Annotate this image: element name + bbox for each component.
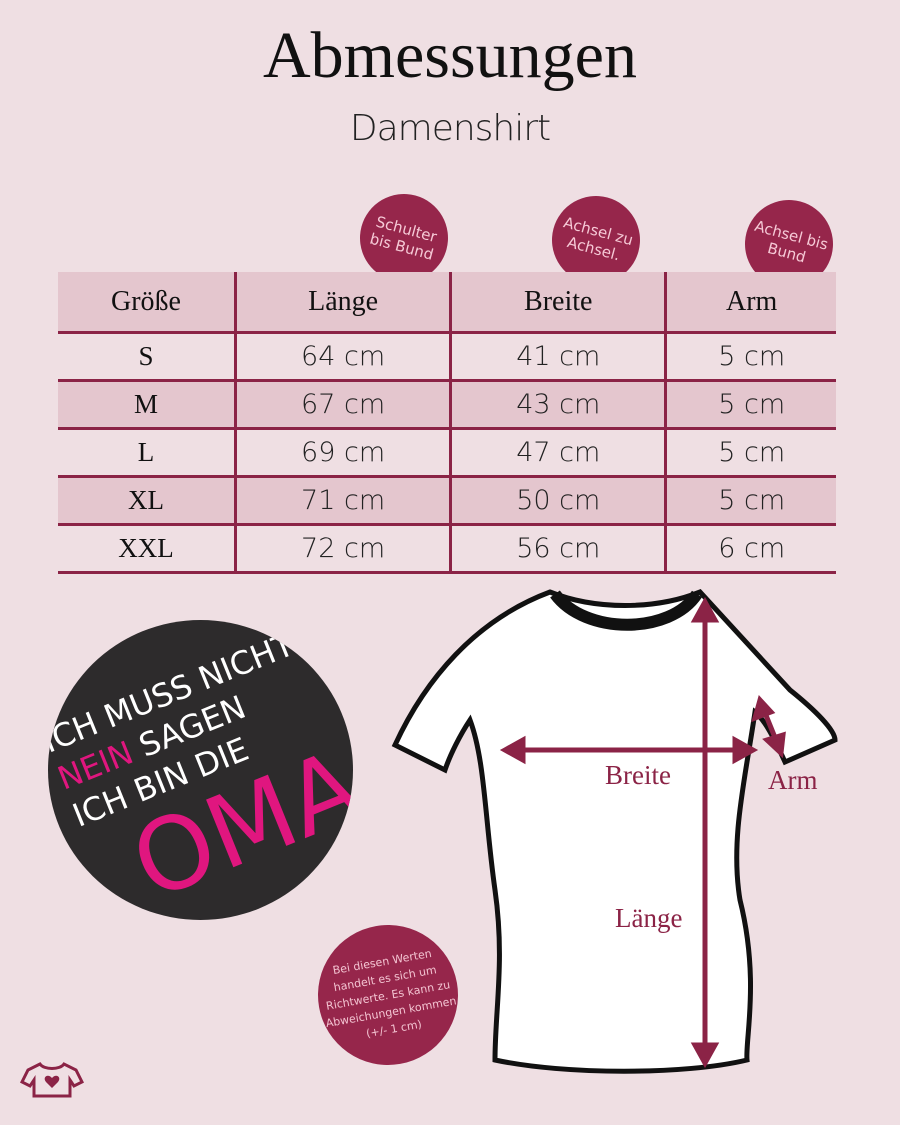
cell: 5 cm: [664, 428, 836, 478]
cell: 5 cm: [664, 476, 836, 526]
table-row: L 69 cm 47 cm 5 cm: [58, 428, 836, 478]
cell: M: [58, 380, 236, 430]
cell: 47 cm: [449, 428, 666, 478]
cell: 69 cm: [233, 428, 451, 478]
cell: 64 cm: [233, 332, 451, 382]
table-row: S 64 cm 41 cm 5 cm: [58, 332, 836, 382]
table-row: M 67 cm 43 cm 5 cm: [58, 380, 836, 430]
breite-label: Breite: [605, 760, 671, 790]
size-table: Größe Länge Breite Arm S 64 cm 41 cm 5 cm M…: [58, 272, 836, 574]
cell: S: [58, 332, 236, 382]
col-width: Breite: [449, 272, 666, 334]
cell: 43 cm: [449, 380, 666, 430]
cell: 50 cm: [449, 476, 666, 526]
design-preview: ICH MUSS NICHT NEIN SAGEN ICH BIN DIE OM…: [48, 620, 353, 920]
tshirt-outline: [391, 589, 838, 1074]
page-title: Abmessungen: [263, 19, 637, 92]
cell: 5 cm: [664, 332, 836, 382]
design-text-stack: ICH MUSS NICHT NEIN SAGEN ICH BIN DIE OM…: [48, 620, 353, 920]
laenge-label: Länge: [615, 903, 683, 933]
col-arm: Arm: [664, 272, 836, 334]
cell: XL: [58, 476, 236, 526]
shirt-heart-logo-icon: [20, 1062, 84, 1098]
page-subtitle: Damenshirt: [349, 108, 551, 149]
tshirt-collar: [550, 590, 703, 631]
cell: L: [58, 428, 236, 478]
cell: 6 cm: [664, 524, 836, 574]
col-size: Größe: [58, 272, 236, 334]
table-row: XXL 72 cm 56 cm 6 cm: [58, 524, 836, 574]
cell: 5 cm: [664, 380, 836, 430]
tshirt-diagram: [391, 589, 838, 1074]
cell: XXL: [58, 524, 236, 574]
arm-label: Arm: [768, 765, 818, 795]
cell: 71 cm: [233, 476, 451, 526]
col-length: Länge: [233, 272, 451, 334]
cell: 56 cm: [449, 524, 666, 574]
table-row: XL 71 cm 50 cm 5 cm: [58, 476, 836, 526]
table-header: Größe Länge Breite Arm: [58, 272, 836, 334]
cell: 67 cm: [233, 380, 451, 430]
cell: 41 cm: [449, 332, 666, 382]
cell: 72 cm: [233, 524, 451, 574]
